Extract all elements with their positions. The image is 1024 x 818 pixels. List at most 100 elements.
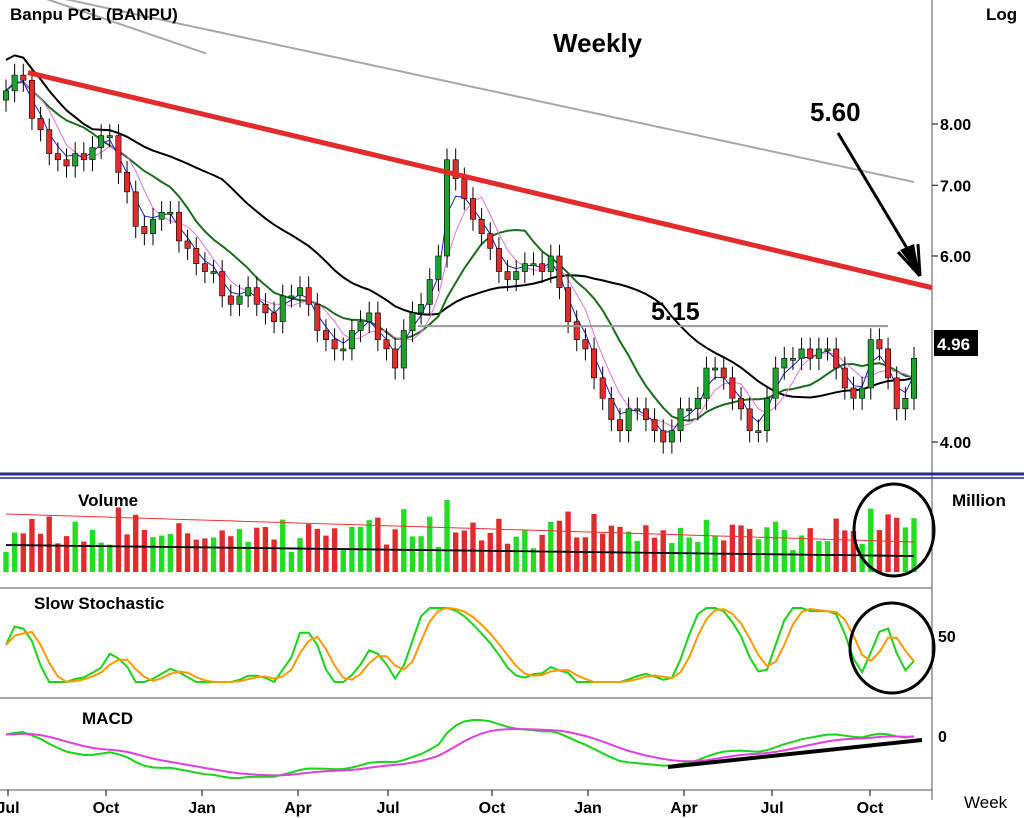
candle-body	[297, 287, 303, 297]
candle-body	[245, 287, 252, 297]
time-tick-label: Oct	[857, 800, 884, 817]
volume-bar	[781, 529, 787, 572]
volume-bar	[824, 541, 831, 572]
stochastic-panel: Slow Stochastic 50	[5, 594, 956, 695]
candle-body	[703, 367, 710, 399]
candle-body	[712, 367, 719, 371]
downtrend-line	[27, 70, 933, 291]
stochastic-title: Slow Stochastic	[34, 594, 164, 613]
candle-body	[850, 387, 857, 399]
candle-body	[539, 263, 546, 272]
volume-bar	[721, 540, 727, 572]
time-axis: Jul Oct Jan Apr Jul Oct Jan Apr Jul Oct	[0, 790, 884, 817]
volume-bar	[124, 534, 130, 572]
candle-body	[418, 304, 425, 314]
candle-body	[124, 172, 131, 193]
volume-bar	[375, 517, 381, 572]
time-tick-label: Apr	[670, 800, 698, 817]
macd-panel: MACD 0	[5, 709, 947, 780]
candle-body	[435, 255, 442, 280]
volume-bar	[894, 517, 900, 572]
stochastic-highlight-circle	[848, 601, 936, 695]
volume-bar	[651, 537, 658, 572]
candle-body	[617, 419, 623, 431]
volume-bar	[115, 507, 122, 572]
candle-body	[789, 358, 796, 361]
candle-body	[573, 321, 580, 340]
volume-bar	[444, 500, 450, 572]
candle-body	[98, 135, 105, 148]
volume-bar	[747, 528, 753, 572]
volume-ma-red	[5, 513, 915, 543]
volume-bar	[262, 527, 269, 572]
volume-bar	[530, 548, 537, 572]
ma-30-line	[5, 80, 915, 422]
candle-body	[141, 226, 148, 234]
candle-body	[815, 348, 822, 359]
volume-bar	[184, 533, 191, 572]
ma5-path	[5, 81, 915, 433]
volume-bar	[738, 525, 744, 572]
volume-bar	[158, 535, 165, 572]
volume-bar	[297, 538, 303, 572]
candle-body	[150, 218, 156, 234]
time-tick-label: Jul	[0, 800, 20, 817]
annotation-515: 5.15	[651, 298, 700, 326]
volume-bar	[245, 541, 251, 572]
candle-body	[392, 348, 399, 369]
price-tick-label: 4.00	[940, 435, 971, 452]
volume-bar	[643, 525, 649, 572]
candle-body	[642, 408, 649, 420]
volume-bar	[401, 509, 407, 572]
candle-body	[625, 408, 632, 431]
candle-body	[219, 271, 226, 297]
time-tick-label: Apr	[284, 800, 312, 817]
volume-bar	[695, 541, 701, 572]
candle-body	[262, 304, 269, 314]
volume-bar	[228, 536, 234, 572]
scale-label: Log	[986, 5, 1017, 24]
volume-bar	[288, 551, 295, 572]
volume-bar	[323, 535, 329, 572]
volume-bar	[392, 529, 398, 572]
candle-body	[132, 191, 139, 227]
volume-bar	[383, 544, 390, 572]
volume-bar	[556, 520, 563, 572]
candle-body	[37, 118, 44, 131]
price-axis: 8.00 7.00 6.00 4.00	[932, 117, 971, 452]
price-tick-label: 6.00	[940, 249, 971, 266]
ma30-path	[5, 80, 915, 422]
volume-bar	[496, 518, 502, 572]
candle-body	[444, 159, 451, 257]
candle-body	[89, 147, 96, 161]
candle-body	[668, 430, 675, 443]
volume-bar	[911, 518, 917, 572]
macd-title: MACD	[82, 709, 133, 728]
volume-bar	[669, 543, 675, 572]
candle-body	[798, 348, 805, 359]
candle-body	[478, 218, 485, 234]
stochastic-k-line	[5, 607, 915, 684]
volume-bar	[366, 520, 372, 572]
candle-body	[46, 129, 53, 154]
macd-tick-0: 0	[938, 729, 947, 746]
ma-10-line	[5, 81, 915, 427]
ma-60-line	[5, 54, 915, 399]
volume-bar	[55, 543, 61, 572]
volume-bars	[3, 500, 917, 572]
volume-bar	[790, 550, 796, 572]
volume-unit: Million	[952, 491, 1006, 510]
candle-body	[409, 312, 416, 331]
volume-bar	[427, 516, 433, 572]
candle-body	[824, 348, 831, 352]
volume-bar	[660, 530, 666, 572]
volume-bar	[504, 543, 511, 572]
candle-body	[236, 295, 243, 305]
candle-body	[288, 295, 295, 299]
panel-frames	[0, 0, 1024, 800]
candle-body	[902, 397, 909, 410]
candle-body	[374, 312, 381, 340]
candle-body	[72, 153, 79, 167]
candle-body	[876, 339, 883, 350]
candle-body	[781, 358, 788, 369]
